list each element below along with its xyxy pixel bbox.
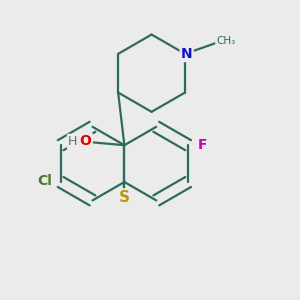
Text: Cl: Cl xyxy=(37,174,52,188)
Text: N: N xyxy=(181,47,193,61)
Text: H: H xyxy=(68,135,77,148)
Text: O: O xyxy=(80,134,92,148)
Text: S: S xyxy=(119,190,130,205)
Text: CH₃: CH₃ xyxy=(216,36,236,46)
Text: F: F xyxy=(198,138,207,152)
